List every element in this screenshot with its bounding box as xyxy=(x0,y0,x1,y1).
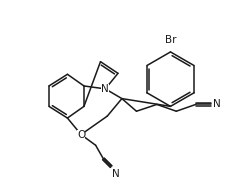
Text: N: N xyxy=(112,169,120,179)
Text: O: O xyxy=(77,130,85,140)
Text: N: N xyxy=(213,99,221,109)
Text: Br: Br xyxy=(165,35,176,45)
Text: N: N xyxy=(102,84,109,94)
